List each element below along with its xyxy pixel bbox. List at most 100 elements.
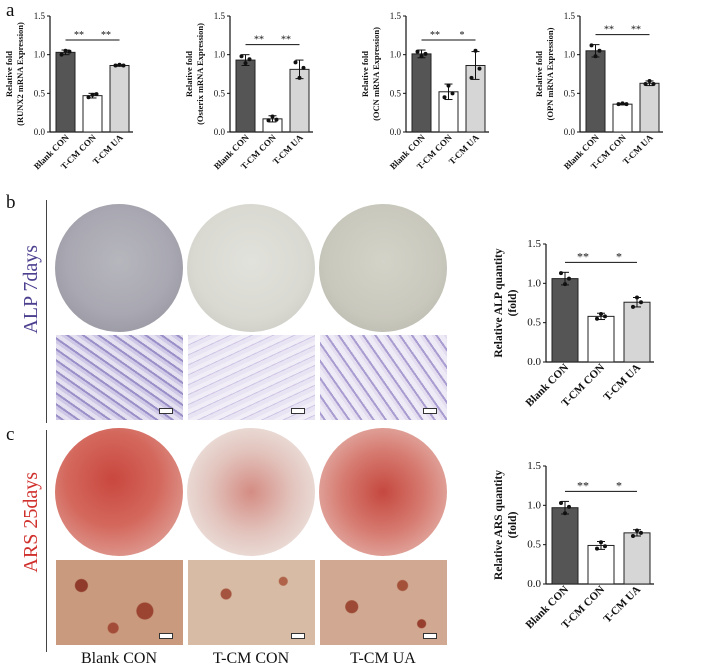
ars-micrograph-tcm-ua [320, 560, 447, 645]
panel-letter-c: c [6, 424, 15, 445]
data-point [266, 118, 271, 123]
alp-micrograph-blank [56, 335, 183, 420]
data-point [477, 66, 482, 71]
chart-svg: 0.0 0.5 1.0 1.5 Relative fold (Osterix mRNA E… [184, 11, 313, 172]
data-point [559, 500, 563, 505]
data-point [595, 546, 599, 551]
significance-label: ** [430, 30, 440, 41]
bar [623, 301, 651, 363]
y-axis-label: (RUNX2 mRNA Expression) [15, 22, 25, 126]
significance-label: * [616, 249, 622, 263]
chart-alp: 0.0 0.5 1.0 1.5 Relative ALP quantity (fold) B… [488, 236, 703, 426]
data-point [442, 95, 447, 100]
data-point [59, 52, 64, 57]
data-point [297, 75, 302, 80]
y-tick-label: 1.0 [34, 50, 46, 60]
data-point [631, 534, 635, 539]
category-label: T-CM UA [447, 132, 482, 167]
data-point [597, 48, 602, 53]
data-point [635, 528, 639, 533]
scale-bar [423, 408, 437, 414]
data-point [599, 312, 603, 317]
significance-label: ** [577, 478, 589, 492]
alp-micrograph-tcm-ua [320, 335, 447, 420]
ars-dish-tcm-ua [319, 428, 447, 556]
data-point [301, 65, 306, 70]
y-tick-label: 1.0 [527, 277, 541, 289]
data-point [563, 511, 567, 516]
data-point [274, 117, 279, 122]
bar [55, 51, 76, 133]
y-tick-label: 1.5 [527, 460, 541, 472]
data-point [239, 54, 244, 59]
bar [109, 64, 130, 133]
y-tick-label: 1.5 [390, 11, 402, 21]
bar [82, 95, 103, 133]
y-axis-label: Relative fold [360, 51, 370, 97]
data-point [635, 295, 639, 300]
data-point [631, 304, 635, 309]
panel-c-divider [46, 430, 47, 652]
ars-dish-tcm-con [187, 428, 315, 556]
data-point [63, 48, 68, 53]
data-point [567, 504, 571, 509]
y-tick-label: 0.5 [527, 317, 541, 329]
data-point [559, 271, 563, 276]
data-point [117, 62, 122, 67]
y-axis-label: Relative ARS quantity [493, 470, 505, 580]
y-tick-label: 0.0 [527, 356, 541, 368]
y-axis-label: (OPN mRNA Expression) [545, 27, 555, 120]
data-point [593, 54, 598, 59]
data-point [247, 57, 252, 62]
bar [235, 59, 256, 133]
ars-dish-blank [55, 428, 183, 556]
data-point [86, 95, 91, 100]
y-tick-label: 1.5 [527, 238, 541, 250]
y-tick-label: 1.5 [34, 11, 46, 21]
bar [587, 544, 615, 585]
y-axis-label: (fold) [507, 289, 519, 316]
y-axis-label: Relative fold [534, 51, 544, 97]
data-point [603, 314, 607, 319]
alp-dish-tcm-con [187, 204, 315, 332]
scale-bar [423, 633, 437, 639]
data-point [643, 82, 648, 87]
y-axis-label: (Osterix mRNA Expression) [195, 23, 205, 125]
data-point [651, 82, 656, 87]
y-tick-label: 1.0 [527, 499, 541, 511]
data-point [446, 83, 451, 88]
data-point [599, 540, 603, 545]
chart-svg: 0.0 0.5 1.0 1.5 Relative fold (OPN mRNA Expre… [534, 11, 663, 172]
panel-b-divider [46, 200, 47, 423]
scale-bar [291, 633, 305, 639]
y-tick-label: 1.0 [214, 50, 226, 60]
data-point [419, 54, 424, 59]
category-label: T-CM UA [601, 584, 643, 626]
data-point [469, 75, 474, 80]
data-point [563, 282, 567, 287]
data-point [423, 51, 428, 56]
data-point [567, 276, 571, 281]
chart-osterix: 0.0 0.5 1.0 1.5 Relative fold (Osterix mRNA E… [180, 8, 360, 196]
bar [639, 82, 660, 133]
data-point [639, 530, 643, 535]
y-tick-label: 0.0 [390, 127, 402, 137]
data-point [624, 102, 629, 107]
y-tick-label: 1.0 [564, 50, 576, 60]
significance-label: ** [281, 35, 291, 46]
y-tick-label: 1.5 [214, 11, 226, 21]
alp-dish-tcm-ua [319, 204, 447, 332]
significance-label: ** [604, 25, 614, 36]
y-tick-label: 0.0 [527, 578, 541, 590]
significance-label: * [460, 30, 465, 41]
alp-stain-label: ALP 7days [20, 245, 42, 334]
data-point [616, 102, 621, 107]
y-tick-label: 1.0 [390, 50, 402, 60]
data-point [293, 60, 298, 65]
y-tick-label: 0.5 [564, 88, 576, 98]
significance-label: * [616, 478, 622, 492]
category-label: T-CM UA [601, 362, 643, 404]
chart-runx2: 0.0 0.5 1.0 1.5 Relative fold (RUNX2 mRNA Exp… [0, 8, 180, 196]
column-label-tcm-ua: T-CM UA [350, 650, 416, 667]
category-label: T-CM UA [621, 132, 656, 167]
